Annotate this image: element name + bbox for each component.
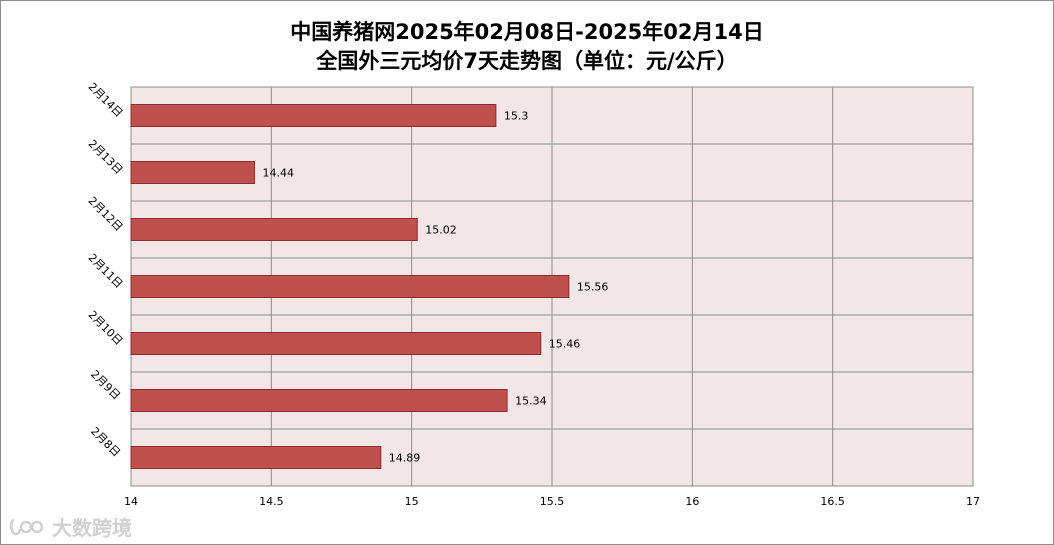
category-label-3: 2月11日 [86, 251, 126, 291]
x-tick-label-1: 14.5 [259, 495, 284, 508]
x-axis-ticks: 14 14.5 15 15.5 16 16.5 17 [124, 495, 980, 508]
bar-0 [130, 104, 497, 127]
x-tick-label-3: 15.5 [540, 495, 565, 508]
bar-3 [130, 275, 570, 298]
data-label-2: 15.02 [425, 224, 457, 237]
category-label-5: 2月9日 [88, 368, 123, 403]
y-axis-categories: 2月14日 2月13日 2月12日 2月11日 2月10日 2月9日 2月8日 [86, 80, 126, 459]
bar-2 [130, 218, 418, 241]
watermark-text: 大数跨境 [52, 516, 132, 540]
category-label-2: 2月12日 [86, 194, 126, 234]
chart-title: 中国养猪网2025年02月08日-2025年02月14日 全国外三元均价7天走势… [0, 18, 1054, 76]
bars [130, 104, 570, 469]
watermark: 大数跨境 [8, 512, 132, 541]
data-label-3: 15.56 [577, 281, 609, 294]
data-label-4: 15.46 [549, 338, 581, 351]
data-label-6: 14.89 [389, 452, 421, 465]
watermark-logo-icon [10, 518, 44, 535]
x-tick-label-6: 17 [966, 495, 980, 508]
chart-title-line-2: 全国外三元均价7天走势图（单位：元/公斤） [316, 49, 738, 73]
x-tick-label-2: 15 [405, 495, 419, 508]
bar-6 [130, 446, 382, 469]
bar-4 [130, 332, 542, 355]
data-label-0: 15.3 [504, 110, 529, 123]
category-label-1: 2月13日 [86, 137, 126, 177]
data-labels: 15.3 14.44 15.02 15.56 15.46 15.34 14.89 [262, 110, 608, 465]
gridlines [130, 87, 974, 486]
bar-5 [130, 389, 508, 412]
x-tick-label-4: 16 [685, 495, 699, 508]
category-label-0: 2月14日 [86, 80, 126, 120]
x-tick-label-0: 14 [124, 495, 138, 508]
category-label-4: 2月10日 [86, 308, 126, 348]
category-label-6: 2月8日 [88, 425, 123, 460]
data-label-5: 15.34 [515, 395, 547, 408]
x-tick-label-5: 16.5 [820, 495, 845, 508]
bar-1 [130, 161, 255, 184]
data-label-1: 14.44 [262, 167, 294, 180]
chart-title-line-1: 中国养猪网2025年02月08日-2025年02月14日 [290, 20, 764, 44]
